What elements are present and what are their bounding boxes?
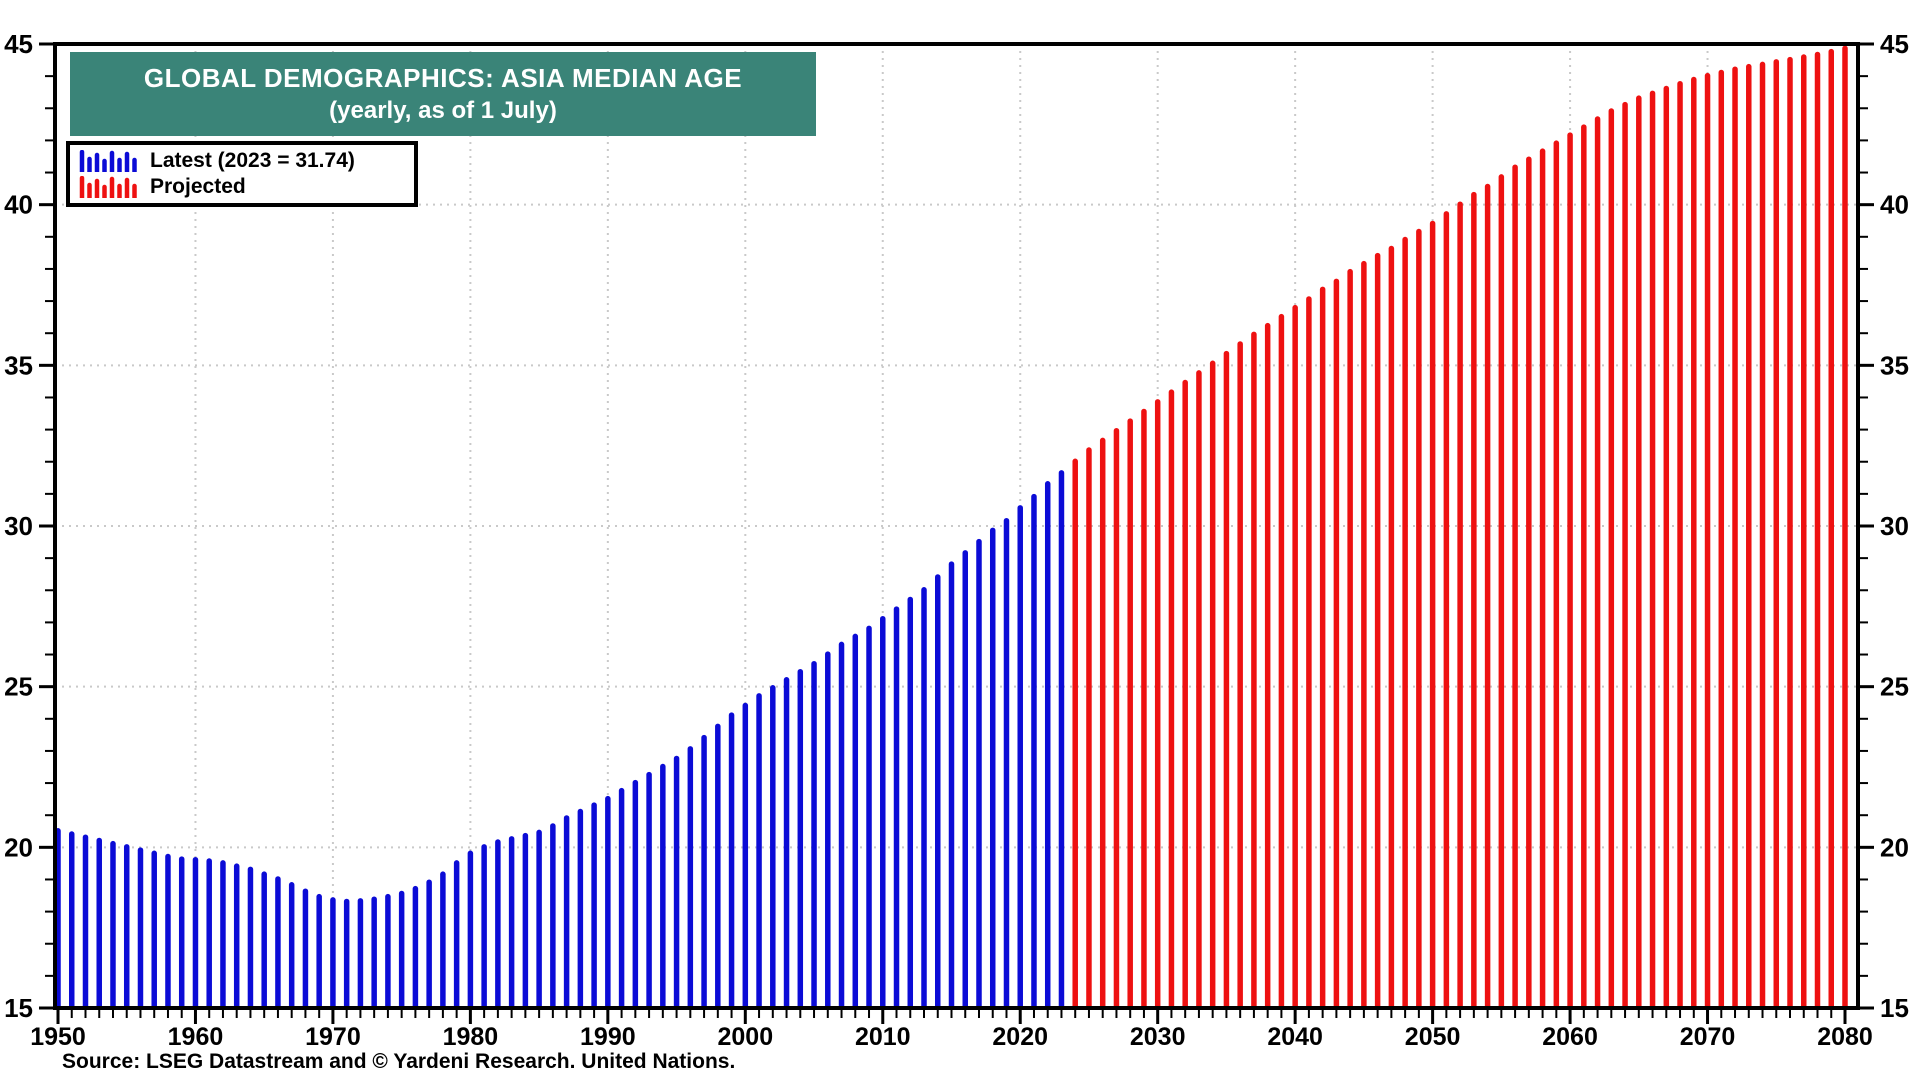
x-axis-ticks — [56, 1010, 1847, 1024]
y-axis-label-left-40: 40 — [4, 190, 33, 220]
y-axis-label-left-20: 20 — [4, 832, 33, 862]
bars-projected — [1072, 45, 1848, 1009]
plot-frame — [53, 42, 1860, 1010]
y-axis-labels: 15 15 20 20 25 25 30 30 35 35 40 40 45 45 — [4, 29, 1909, 1023]
source-note: Source: LSEG Datastream and © Yardeni Re… — [62, 1050, 736, 1073]
chart-subtitle: (yearly, as of 1 July) — [329, 96, 557, 124]
legend: Latest (2023 = 31.74) Projected — [66, 141, 418, 207]
y-axis-label-right-20: 20 — [1880, 832, 1909, 862]
x-axis-label-1950: 1950 — [30, 1023, 86, 1051]
y-axis-label-left-15: 15 — [4, 993, 33, 1023]
legend-label-latest: Latest (2023 = 31.74) — [150, 148, 355, 172]
legend-item-projected: Projected — [78, 174, 406, 200]
y-axis-label-left-30: 30 — [4, 511, 33, 541]
y-axis-label-right-40: 40 — [1880, 190, 1909, 220]
x-axis-label-2010: 2010 — [855, 1023, 911, 1051]
y-axis-label-right-15: 15 — [1880, 993, 1909, 1023]
x-axis-label-1990: 1990 — [580, 1023, 636, 1051]
y-axis-label-right-25: 25 — [1880, 672, 1909, 702]
x-axis-label-1970: 1970 — [305, 1023, 361, 1051]
y-axis-ticks — [39, 42, 1874, 1010]
x-axis-label-2050: 2050 — [1405, 1023, 1461, 1051]
chart-title: GLOBAL DEMOGRAPHICS: ASIA MEDIAN AGE — [143, 63, 743, 94]
x-axis-label-1960: 1960 — [168, 1023, 224, 1051]
x-axis-label-2070: 2070 — [1680, 1023, 1736, 1051]
y-axis-label-left-45: 45 — [4, 29, 33, 59]
x-axis-label-2020: 2020 — [992, 1023, 1048, 1051]
legend-swatch-latest-icon — [79, 149, 137, 172]
y-axis-label-right-30: 30 — [1880, 511, 1909, 541]
x-axis-label-2030: 2030 — [1130, 1023, 1186, 1051]
chart-title-box: GLOBAL DEMOGRAPHICS: ASIA MEDIAN AGE (ye… — [70, 52, 816, 136]
legend-swatch-projected-icon — [79, 176, 137, 199]
x-axis-labels: 1950 1960 1970 1980 1990 2000 2010 2020 2030 2040… — [30, 1023, 1873, 1051]
bars-latest — [55, 470, 1065, 1009]
y-axis-label-right-35: 35 — [1880, 350, 1909, 380]
legend-item-latest: Latest (2023 = 31.74) — [78, 148, 406, 174]
y-axis-label-left-35: 35 — [4, 350, 33, 380]
x-axis-label-2040: 2040 — [1267, 1023, 1323, 1051]
legend-label-projected: Projected — [150, 175, 246, 199]
x-axis-label-2060: 2060 — [1542, 1023, 1598, 1051]
x-axis-label-2000: 2000 — [717, 1023, 773, 1051]
y-axis-label-left-25: 25 — [4, 672, 33, 702]
x-axis-label-1980: 1980 — [443, 1023, 499, 1051]
x-axis-label-2080: 2080 — [1817, 1023, 1873, 1051]
y-axis-label-right-45: 45 — [1880, 29, 1909, 59]
